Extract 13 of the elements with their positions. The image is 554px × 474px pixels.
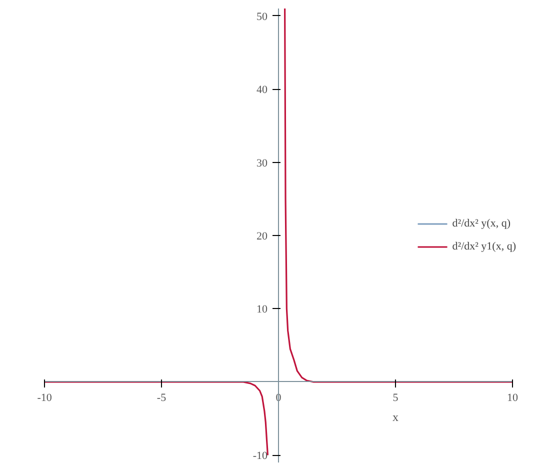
legend-label: d²/dx² y1(x, q) bbox=[452, 240, 516, 252]
y-tick-label: -10 bbox=[252, 450, 268, 462]
x-tick-label: 5 bbox=[392, 392, 399, 404]
legend-label: d²/dx² y(x, q) bbox=[452, 218, 510, 230]
y-tick-label: 20 bbox=[256, 230, 268, 242]
y-tick-label: 10 bbox=[256, 304, 268, 316]
x-axis-title: x bbox=[392, 410, 398, 424]
y-tick-label: 40 bbox=[256, 84, 268, 96]
x-tick-label: -5 bbox=[156, 392, 167, 404]
x-tick-label: 10 bbox=[506, 392, 518, 404]
x-tick-label: -10 bbox=[37, 392, 52, 404]
y-tick-label: 50 bbox=[256, 10, 268, 23]
y-tick-label: 30 bbox=[256, 157, 268, 170]
